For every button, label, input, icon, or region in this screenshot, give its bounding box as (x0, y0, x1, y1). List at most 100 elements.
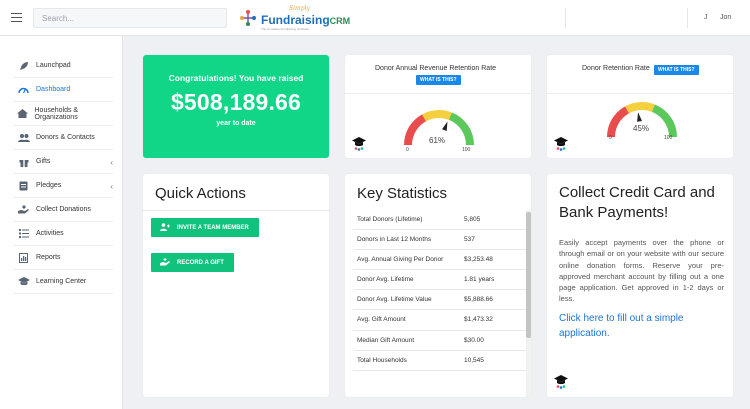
gauge-segment (607, 106, 630, 138)
gauge-segment (422, 110, 452, 122)
sidebar-item-dashboard[interactable]: Dashboard (13, 78, 113, 102)
gauge-max-label: 100 (462, 147, 471, 153)
stat-value: 10,545 (464, 356, 484, 364)
list-icon (17, 229, 30, 239)
divider (687, 8, 688, 28)
donor-retention-card: Donor Retention Rate WHAT IS THIS? 45% 0… (547, 55, 733, 158)
merchant-application-link[interactable]: Click here to fill out a simple applicat… (559, 313, 684, 339)
raised-summary-card: Congratulations! You have raised $508,18… (143, 55, 329, 158)
graduation-cap-icon[interactable] (351, 136, 367, 152)
raised-amount: $508,189.66 (170, 89, 302, 115)
gauge-needle (441, 121, 448, 131)
sidebar-item-learning-center[interactable]: Learning Center (13, 270, 113, 294)
what-is-this-button[interactable]: WHAT IS THIS? (416, 75, 461, 85)
chevron-left-icon: ‹ (110, 182, 113, 191)
report-icon (17, 252, 30, 263)
sidebar-item-label: Pledges (36, 182, 62, 189)
revenue-retention-card: Donor Annual Revenue Retention Rate WHAT… (345, 55, 531, 158)
raised-heading: Congratulations! You have raised (168, 73, 304, 83)
stat-value: $5,888.66 (464, 296, 493, 304)
stat-value: 5,805 (464, 216, 481, 223)
search-input[interactable] (33, 8, 227, 28)
sidebar-item-reports[interactable]: Reports (13, 246, 113, 270)
credit-card-title: Collect Credit Card and Bank Payments! (559, 184, 715, 222)
menu-icon[interactable] (11, 13, 22, 22)
dashboard-icon (17, 85, 30, 95)
gauge-value: 45% (633, 124, 650, 133)
chevron-left-icon: ‹ (110, 158, 113, 167)
gauge-min-label: 0 (406, 147, 409, 153)
gauge-chart (404, 110, 474, 146)
invite-team-member-label: INVITE A TEAM MEMBER (177, 224, 249, 231)
key-statistics-title: Key Statistics (357, 185, 448, 202)
invite-team-member-button[interactable]: INVITE A TEAM MEMBER (151, 218, 259, 237)
sidebar-item-pledges[interactable]: Pledges ‹ (13, 174, 113, 198)
gauge-segment (404, 114, 427, 146)
scrollbar-thumb[interactable] (526, 212, 531, 338)
sidebar: Launchpad Dashboard Households & Organiz… (0, 36, 123, 409)
stat-row: Donor Avg. Lifetime 1.81 years (353, 270, 526, 291)
quick-actions-card: Quick Actions INVITE A TEAM MEMBER RECOR… (143, 174, 329, 397)
gauge-title: Donor Annual Revenue Retention Rate (375, 65, 497, 72)
gift-icon (17, 157, 30, 167)
logo-mark-icon (240, 10, 256, 26)
stat-value: 1.81 years (464, 276, 495, 284)
rocket-icon (17, 61, 30, 71)
logo-suffix: CRM (329, 15, 351, 26)
record-gift-icon (160, 257, 170, 268)
gauge-segment (625, 102, 655, 114)
sidebar-item-label: Dashboard (36, 86, 71, 93)
sidebar-item-gifts[interactable]: Gifts ‹ (13, 150, 113, 174)
logo-tagline: Simply (289, 4, 310, 12)
add-user-icon (160, 222, 170, 233)
divider (565, 8, 566, 28)
house-icon (17, 109, 29, 119)
users-icon (17, 133, 30, 143)
sidebar-item-label: Launchpad (36, 62, 71, 69)
user-name[interactable]: Jon (720, 14, 732, 21)
gauge-segment (651, 104, 677, 138)
stat-row: Avg. Annual Giving Per Donor $3,253.48 (353, 250, 526, 271)
hand-icon (17, 205, 30, 215)
key-statistics-table: Total Donors (Lifetime) 5,805 Donors in La… (353, 210, 526, 397)
stat-label: Donors in Last 12 Months (357, 236, 432, 244)
quick-actions-title: Quick Actions (155, 185, 246, 202)
stat-row: Total Households 10,545 (353, 351, 526, 371)
graduation-cap-icon (17, 277, 30, 287)
sidebar-item-label: Activities (36, 230, 64, 237)
stat-row: Donors in Last 12 Months 537 (353, 230, 526, 251)
top-bar: Simply FundraisingCRM The Complete Fundr… (0, 0, 750, 36)
sidebar-item-launchpad[interactable]: Launchpad (13, 54, 113, 78)
stat-row: Avg. Gift Amount $1,473.32 (353, 310, 526, 331)
stat-value: $3,253.48 (464, 256, 493, 264)
sidebar-item-label: Reports (36, 254, 61, 261)
divider (547, 93, 733, 94)
sidebar-item-donors[interactable]: Donors & Contacts (13, 126, 113, 150)
stat-value: $1,473.32 (464, 316, 493, 324)
logo[interactable]: Simply FundraisingCRM The Complete Fundr… (238, 4, 351, 30)
record-gift-label: RECORD A GIFT (177, 259, 224, 266)
gauge-title: Donor Retention Rate (582, 65, 650, 72)
sidebar-item-collect-donations[interactable]: Collect Donations (13, 198, 113, 222)
stat-label: Avg. Gift Amount (357, 316, 406, 324)
gauge-value: 61% (429, 136, 446, 145)
graduation-cap-icon[interactable] (553, 136, 569, 152)
key-statistics-card: Key Statistics Total Donors (Lifetime) 5,… (345, 174, 531, 397)
user-initial[interactable]: J (704, 14, 708, 21)
gauge-segment (448, 112, 474, 146)
what-is-this-button[interactable]: WHAT IS THIS? (654, 65, 699, 75)
stat-value: 537 (464, 236, 475, 244)
stat-label: Donor Avg. Lifetime Value (357, 296, 432, 304)
sidebar-item-label: Households & Organizations (34, 106, 79, 121)
gauge-min-label: 0 (609, 135, 612, 141)
gauge-needle (637, 112, 642, 122)
credit-card-description: Easily accept payments over the phone or… (559, 238, 724, 304)
stat-label: Donor Avg. Lifetime (357, 276, 414, 284)
sidebar-item-activities[interactable]: Activities (13, 222, 113, 246)
raised-period: year to date (216, 120, 256, 127)
sidebar-item-households[interactable]: Households & Organizations (13, 102, 113, 126)
graduation-cap-icon[interactable] (553, 374, 569, 390)
record-gift-button[interactable]: RECORD A GIFT (151, 253, 234, 272)
sidebar-nav: Launchpad Dashboard Households & Organiz… (0, 36, 122, 294)
logo-name: Fundraising (261, 12, 330, 27)
